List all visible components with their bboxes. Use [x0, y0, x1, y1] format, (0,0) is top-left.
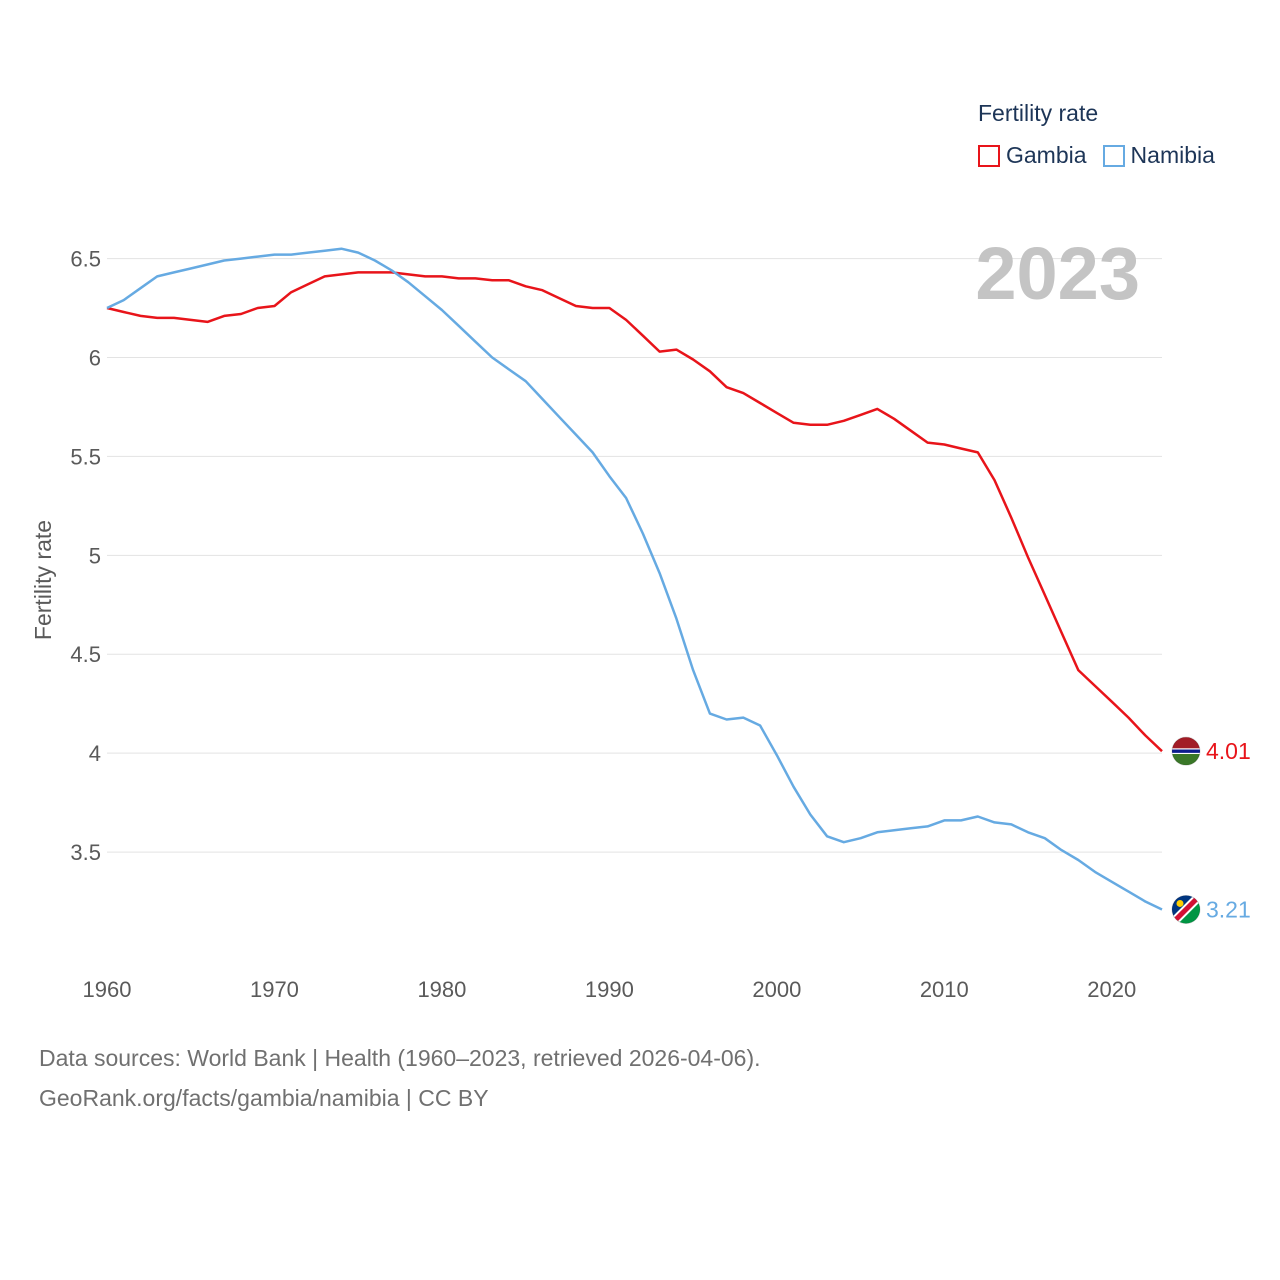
legend-label-namibia: Namibia — [1130, 142, 1215, 168]
legend-item-gambia[interactable]: Gambia — [978, 142, 1087, 169]
end-value-label-gambia: 4.01 — [1206, 738, 1251, 764]
x-tick-label: 2000 — [752, 977, 801, 1002]
legend: Gambia Namibia — [978, 142, 1231, 169]
x-tick-label: 1990 — [585, 977, 634, 1002]
flag-band — [1172, 895, 1200, 924]
legend-item-namibia[interactable]: Namibia — [1102, 142, 1215, 169]
end-value-label-namibia: 3.21 — [1206, 896, 1251, 922]
x-tick-label: 1980 — [417, 977, 466, 1002]
flag-stripe — [1172, 749, 1200, 753]
legend-swatch-gambia — [978, 144, 1000, 167]
y-tick-label: 5.5 — [70, 444, 101, 469]
x-tick-label: 1970 — [250, 977, 299, 1002]
footer-attribution[interactable]: GeoRank.org/facts/gambia/namibia | CC BY — [39, 1085, 489, 1111]
y-tick-label: 4 — [89, 741, 101, 766]
y-tick-label: 3.5 — [70, 840, 101, 865]
series-line-gambia — [106, 271, 1163, 753]
flag-sun — [1176, 899, 1184, 907]
legend-label-gambia: Gambia — [1006, 142, 1087, 168]
x-tick-label: 2010 — [920, 977, 969, 1002]
flag-stripe — [1172, 753, 1200, 766]
legend-title: Fertility rate — [978, 100, 1099, 126]
footer-sources: Data sources: World Bank | Health (1960–… — [39, 1045, 761, 1071]
y-tick-label: 4.5 — [70, 642, 101, 667]
legend-swatch-namibia — [1102, 144, 1125, 167]
flag-outline — [1171, 736, 1201, 766]
y-tick-label: 5 — [89, 543, 101, 568]
y-axis-title: Fertility rate — [30, 520, 56, 640]
flag-outline — [1171, 894, 1201, 924]
flag-namibia-icon — [1172, 895, 1200, 924]
x-tick-label: 2020 — [1087, 977, 1136, 1002]
flag-gambia-icon — [1172, 737, 1200, 766]
x-tick-label: 1960 — [83, 977, 132, 1002]
y-tick-label: 6 — [89, 345, 101, 370]
y-tick-label: 6.5 — [70, 247, 101, 272]
series-line-namibia — [106, 247, 1163, 911]
year-label: 2023 — [975, 232, 1140, 315]
flag-stripe — [1172, 737, 1200, 749]
